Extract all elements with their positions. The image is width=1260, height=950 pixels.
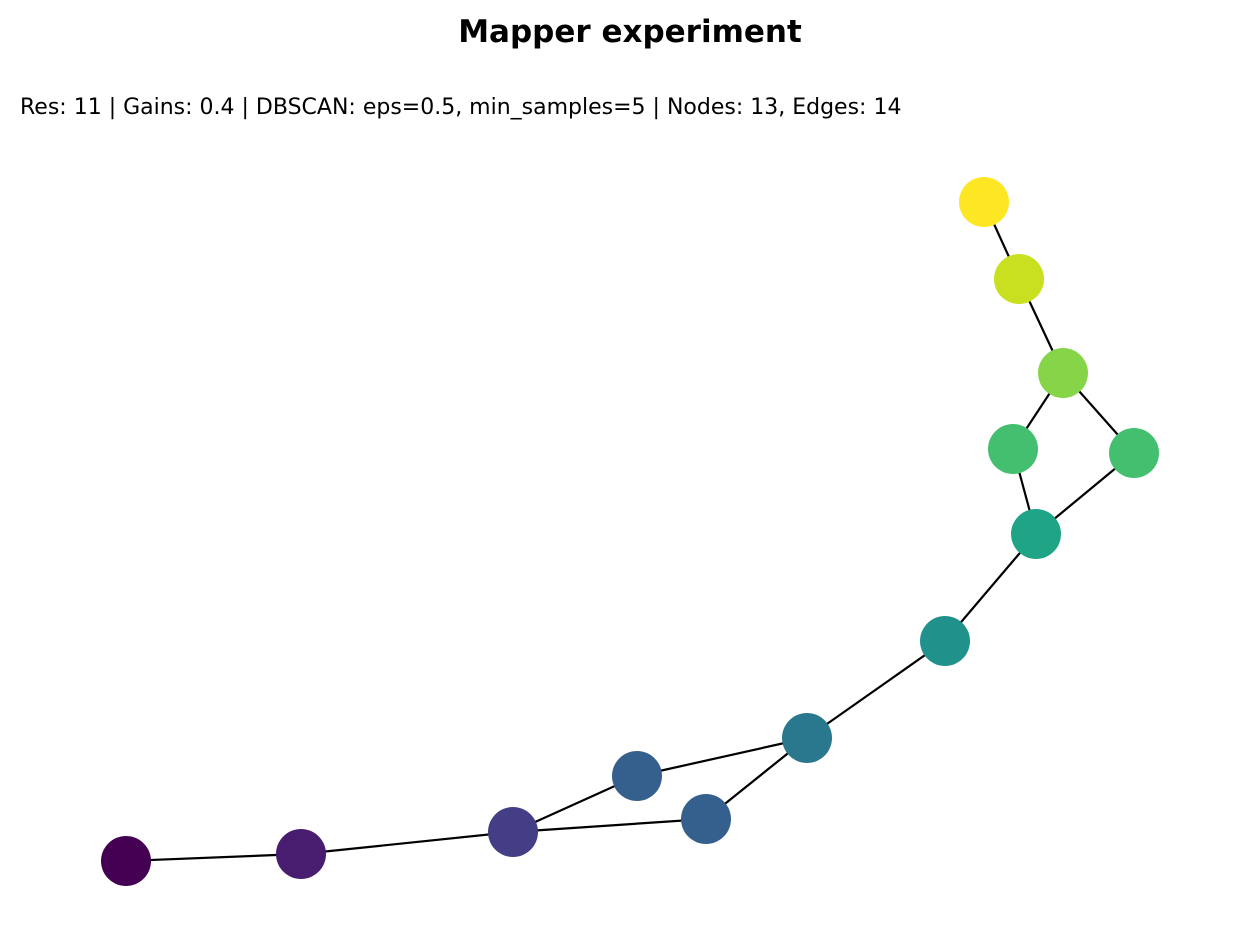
graph-edge [806,640,946,739]
graph-node [1038,348,1088,398]
graph-edge [300,830,514,856]
graph-node [994,254,1044,304]
graph-edge [125,852,302,863]
graph-node [681,794,731,844]
graph-node [276,829,326,879]
graph-node [959,177,1009,227]
figure-subtitle: Res: 11 | Gains: 0.4 | DBSCAN: eps=0.5, … [20,95,902,120]
graph-node [988,424,1038,474]
graph-node [101,836,151,886]
graph-node [782,713,832,763]
graph-edge [636,736,808,778]
graph-edge [512,817,707,834]
graph-nodes [101,177,1159,886]
graph-node [488,807,538,857]
figure-title: Mapper experiment [458,14,802,50]
graph-node [1109,428,1159,478]
graph-node [612,751,662,801]
graph-node [1011,509,1061,559]
graph-node [920,616,970,666]
